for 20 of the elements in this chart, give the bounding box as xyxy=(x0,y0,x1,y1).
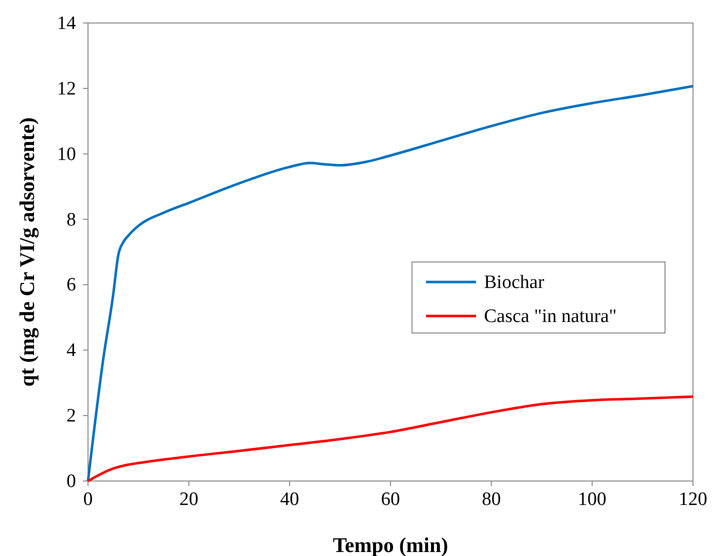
y-tick-label: 6 xyxy=(66,274,76,296)
legend-label: Casca "in natura" xyxy=(484,306,617,327)
x-tick-label: 0 xyxy=(83,489,93,510)
y-tick-label: 12 xyxy=(57,78,76,100)
line-series xyxy=(86,395,694,482)
y-tick-label: 4 xyxy=(66,340,76,362)
y-tick-label: 14 xyxy=(57,13,76,34)
x-tick-label: 80 xyxy=(482,489,501,510)
y-tick-label: 8 xyxy=(66,209,76,230)
line-series xyxy=(86,84,694,482)
y-tick-label: 10 xyxy=(57,144,76,165)
y-axis-title: qt (mg de Cr VI/g adsorvente) xyxy=(15,117,39,387)
legend-label: Biochar xyxy=(484,272,545,293)
y-tick-label: 0 xyxy=(66,471,76,492)
x-tick-label: 60 xyxy=(381,489,400,510)
y-tick-label: 2 xyxy=(66,406,76,427)
x-tick-label: 120 xyxy=(678,489,708,510)
x-tick-label: 40 xyxy=(280,489,300,510)
x-tick-label: 20 xyxy=(179,489,198,510)
x-tick-label: 100 xyxy=(578,489,606,510)
